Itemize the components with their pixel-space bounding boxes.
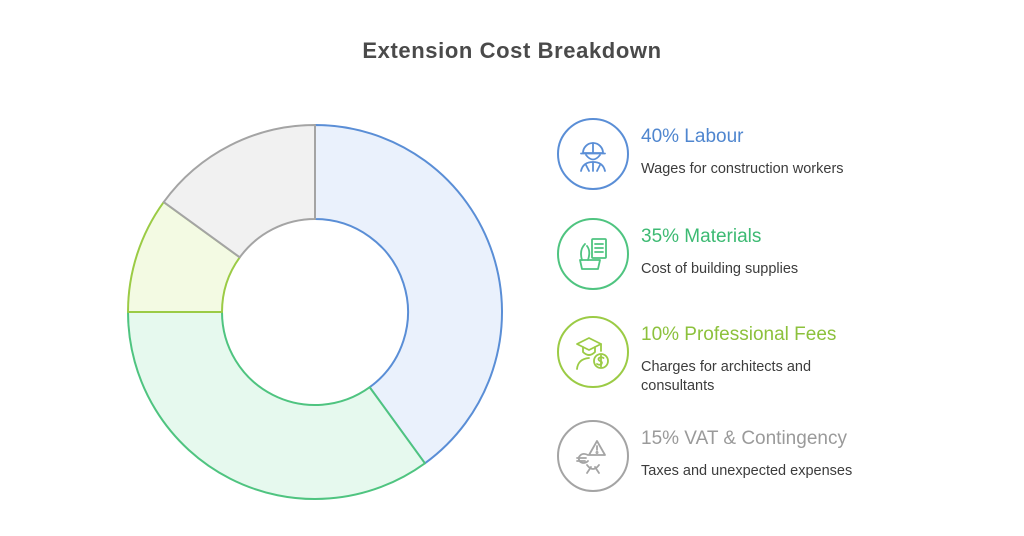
legend-heading-labour: 40% Labour [641, 126, 744, 147]
legend-description-vat-contingency: Taxes and unexpected expenses [641, 463, 853, 479]
legend-item-professional-fees: 10% Professional Fees Charges for archit… [557, 316, 1017, 396]
legend-heading-materials: 35% Materials [641, 226, 762, 247]
donut-chart [127, 124, 503, 500]
legend-description-materials: Cost of building supplies [641, 261, 799, 277]
legend-heading-professional-fees: 10% Professional Fees [641, 324, 837, 345]
donut-slice-materials [127, 311, 426, 500]
legend-item-vat-contingency: 15% VAT & Contingency Taxes and unexpect… [557, 420, 1017, 500]
legend-description-labour: Wages for construction workers [641, 161, 844, 177]
legend-description-professional-fees: Charges for architects and consultants [641, 359, 812, 394]
chart-title: Extension Cost Breakdown [362, 38, 662, 63]
graduate-money-icon [557, 316, 629, 388]
building-supplies-icon [557, 218, 629, 290]
currency-warning-icon [557, 420, 629, 492]
legend-item-materials: 35% Materials Cost of building supplies [557, 218, 1017, 298]
legend-item-labour: 40% Labour Wages for construction worker… [557, 118, 1017, 198]
donut-slice-vat-contingency [162, 124, 316, 259]
donut-slice-labour [314, 124, 503, 465]
legend-heading-vat-contingency: 15% VAT & Contingency [641, 428, 847, 449]
construction-worker-icon [557, 118, 629, 190]
